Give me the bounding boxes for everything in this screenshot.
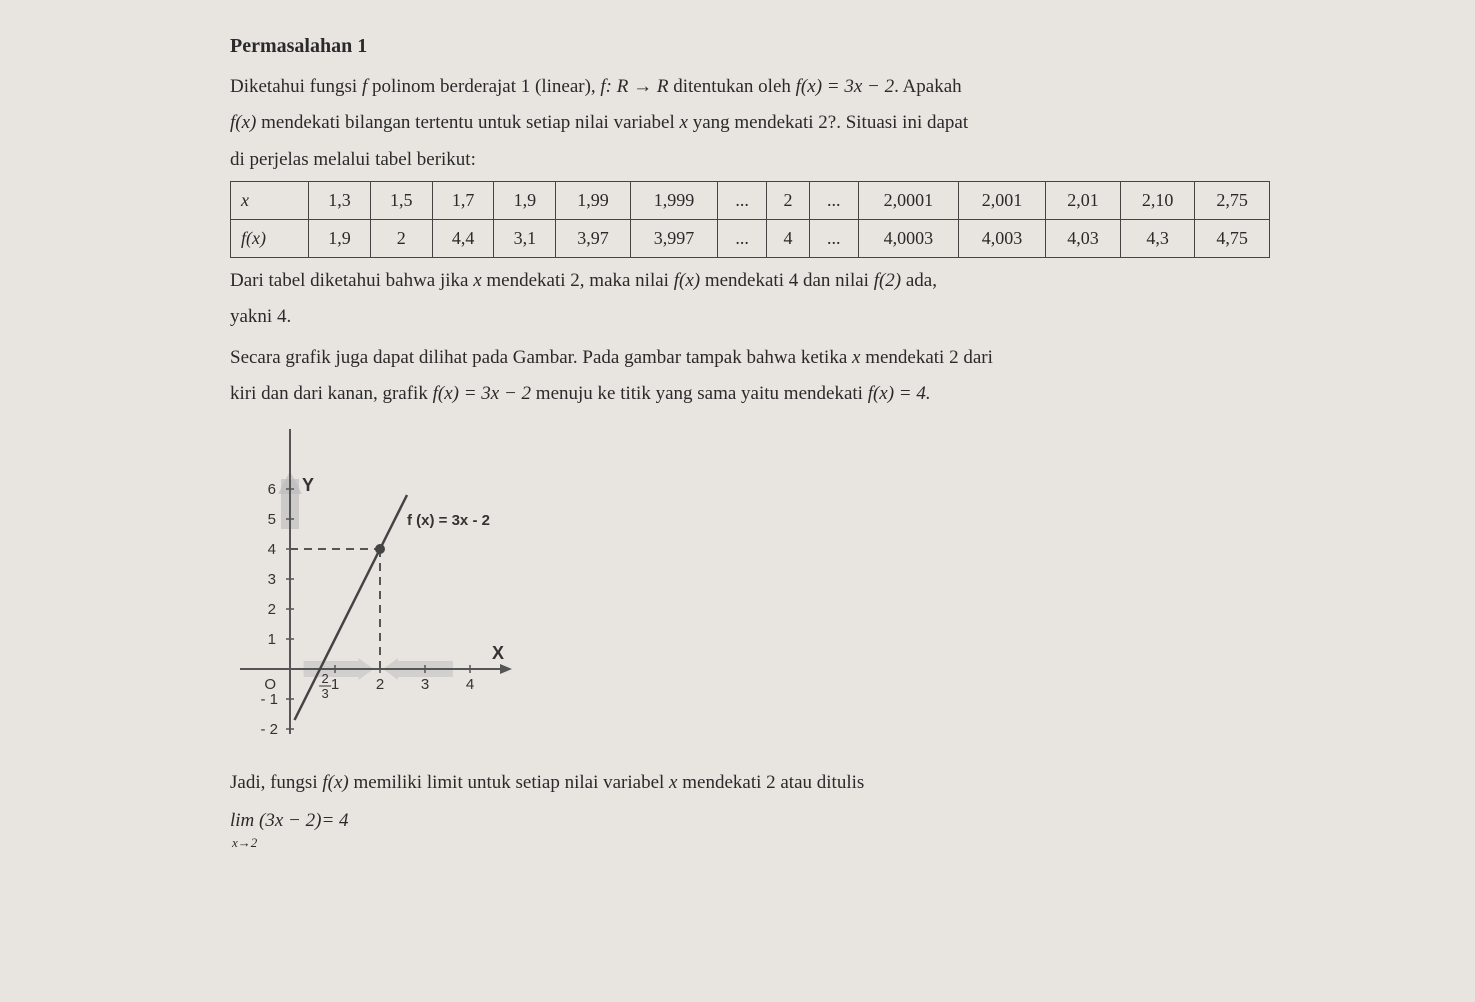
table-row: x 1,3 1,5 1,7 1,9 1,99 1,999 ... 2 ... 2… xyxy=(231,182,1270,220)
text: Secara grafik juga dapat dilihat pada Ga… xyxy=(230,347,852,368)
paragraph-5: yakni 4. xyxy=(230,302,1270,332)
text: mendekati 2, maka nilai xyxy=(482,270,674,291)
paragraph-2: f(x) mendekati bilangan tertentu untuk s… xyxy=(230,108,1270,138)
cell: 2,01 xyxy=(1046,182,1121,220)
text: kiri dan dari kanan, grafik xyxy=(230,383,433,404)
cell: 1,99 xyxy=(556,182,631,220)
paragraph-8: Jadi, fungsi f(x) memiliki limit untuk s… xyxy=(230,768,1270,798)
row-label: x xyxy=(231,182,309,220)
page-content: Permasalahan 1 Diketahui fungsi f polino… xyxy=(200,0,1300,873)
svg-text:- 2: - 2 xyxy=(260,721,278,738)
cell: 1,3 xyxy=(309,182,371,220)
cell: 3,97 xyxy=(556,219,631,257)
svg-text:1: 1 xyxy=(331,676,339,693)
cell: 4,3 xyxy=(1120,219,1195,257)
svg-text:3: 3 xyxy=(322,686,329,701)
cell: 1,9 xyxy=(494,182,556,220)
svg-text:4: 4 xyxy=(268,541,276,558)
cell: ... xyxy=(809,219,858,257)
svg-text:3: 3 xyxy=(268,571,276,588)
svg-text:O: O xyxy=(264,676,276,693)
paragraph-6: Secara grafik juga dapat dilihat pada Ga… xyxy=(230,343,1270,373)
cell: 2,0001 xyxy=(858,182,958,220)
text: mendekati 2 atau ditulis xyxy=(677,772,864,793)
paragraph-7: kiri dan dari kanan, grafik f(x) = 3x − … xyxy=(230,379,1270,409)
paragraph-4: Dari tabel diketahui bahwa jika x mendek… xyxy=(230,266,1270,296)
limit-main: lim (3x − 2)= 4 xyxy=(230,810,349,831)
text: memiliki limit untuk setiap nilai variab… xyxy=(349,772,669,793)
cell: ... xyxy=(809,182,858,220)
heading: Permasalahan 1 xyxy=(230,30,1270,62)
text: Jadi, fungsi xyxy=(230,772,322,793)
cell: ... xyxy=(718,182,767,220)
math-fx: f(x) xyxy=(230,112,256,133)
math-fxdef: f(x) = 3x − 2 xyxy=(796,76,894,97)
cell: 4 xyxy=(767,219,810,257)
data-table: x 1,3 1,5 1,7 1,9 1,99 1,999 ... 2 ... 2… xyxy=(230,181,1270,258)
cell: 2,10 xyxy=(1120,182,1195,220)
svg-text:2: 2 xyxy=(322,671,329,686)
text: Dari tabel diketahui bahwa jika xyxy=(230,270,473,291)
limit-expression: lim (3x − 2)= 4 x→2 xyxy=(230,806,1270,853)
svg-text:4: 4 xyxy=(466,676,474,693)
text: yang mendekati 2?. Situasi ini dapat xyxy=(688,112,968,133)
svg-text:- 1: - 1 xyxy=(260,691,278,708)
svg-text:X: X xyxy=(492,643,504,663)
math-f2: f(2) xyxy=(874,270,901,291)
text: ditentukan oleh xyxy=(668,76,795,97)
math-fx: f(x) xyxy=(322,772,348,793)
text: mendekati 2 dari xyxy=(860,347,992,368)
cell: 1,7 xyxy=(432,182,494,220)
math-x: x xyxy=(473,270,481,291)
cell: 1,999 xyxy=(630,182,717,220)
cell: 2 xyxy=(370,219,432,257)
cell: 2,75 xyxy=(1195,182,1270,220)
svg-text:5: 5 xyxy=(268,511,276,528)
cell: 1,9 xyxy=(309,219,371,257)
math-fxdef: f(x) = 3x − 2 xyxy=(433,383,531,404)
svg-text:1: 1 xyxy=(268,631,276,648)
math-map: f: R → R xyxy=(600,76,668,97)
math-x: x xyxy=(680,112,688,133)
cell: 3,997 xyxy=(630,219,717,257)
paragraph-3: di perjelas melalui tabel berikut: xyxy=(230,145,1270,175)
cell: 4,003 xyxy=(958,219,1045,257)
cell: 2 xyxy=(767,182,810,220)
cell: 4,03 xyxy=(1046,219,1121,257)
math-fx4: f(x) = 4. xyxy=(868,383,931,404)
cell: ... xyxy=(718,219,767,257)
text: mendekati bilangan tertentu untuk setiap… xyxy=(256,112,679,133)
cell: 3,1 xyxy=(494,219,556,257)
cell: 4,75 xyxy=(1195,219,1270,257)
svg-text:3: 3 xyxy=(421,676,429,693)
limit-sub: x→2 xyxy=(232,833,349,854)
cell: 2,001 xyxy=(958,182,1045,220)
cell: 4,4 xyxy=(432,219,494,257)
chart-container: 1234123456- 1- 2Of (x) = 3x - 2XY23 xyxy=(240,419,1270,749)
row-label: f(x) xyxy=(231,219,309,257)
table-row: f(x) 1,9 2 4,4 3,1 3,97 3,997 ... 4 ... … xyxy=(231,219,1270,257)
cell: 4,0003 xyxy=(858,219,958,257)
text: menuju ke titik yang sama yaitu mendekat… xyxy=(531,383,868,404)
svg-text:f (x) = 3x - 2: f (x) = 3x - 2 xyxy=(407,512,490,529)
math-fx: f(x) xyxy=(674,270,700,291)
text: . Apakah xyxy=(894,76,962,97)
svg-text:Y: Y xyxy=(302,475,314,495)
text: mendekati 4 dan nilai xyxy=(700,270,874,291)
text: polinom berderajat 1 (linear), xyxy=(367,76,600,97)
svg-text:2: 2 xyxy=(376,676,384,693)
cell: 1,5 xyxy=(370,182,432,220)
svg-text:2: 2 xyxy=(268,601,276,618)
paragraph-1: Diketahui fungsi f polinom berderajat 1 … xyxy=(230,72,1270,102)
text: Diketahui fungsi xyxy=(230,76,362,97)
function-graph: 1234123456- 1- 2Of (x) = 3x - 2XY23 xyxy=(240,419,520,739)
svg-text:6: 6 xyxy=(268,481,276,498)
text: ada, xyxy=(901,270,937,291)
